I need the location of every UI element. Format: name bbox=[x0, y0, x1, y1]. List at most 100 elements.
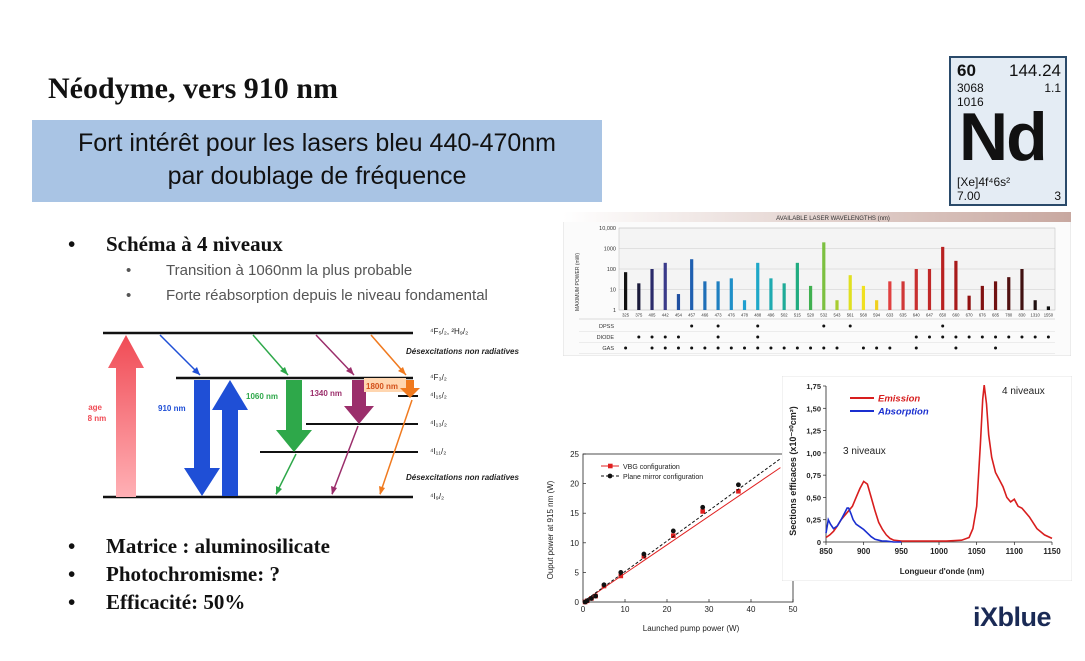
arrowhead bbox=[398, 367, 406, 375]
bar-xtick-label: 640 bbox=[913, 313, 921, 318]
bar-xtick-label: 650 bbox=[939, 313, 947, 318]
bar-xtick-label: 466 bbox=[701, 313, 709, 318]
power-legend-marker-1 bbox=[607, 473, 613, 479]
bar-row-mark bbox=[690, 324, 694, 328]
cross-chart-xlabel: Longueur d'onde (nm) bbox=[900, 567, 985, 576]
power-chart-ylabel: Ouput power at 915 nm (W) bbox=[546, 480, 555, 579]
label-4i112: ⁴I₁₁/₂ bbox=[430, 447, 446, 456]
bar-xtick-label: 635 bbox=[900, 313, 908, 318]
bar-xtick-label: 1310 bbox=[1031, 313, 1041, 318]
bar-ytick-label: 1000 bbox=[604, 247, 616, 253]
arrowhead bbox=[346, 367, 354, 375]
power-ytick-label: 0 bbox=[575, 598, 580, 607]
label-1800nm-bg bbox=[364, 378, 406, 392]
bar-xtick-label: 325 bbox=[622, 313, 630, 318]
atomic-number: 60 bbox=[957, 61, 976, 80]
bar-row-mark bbox=[1033, 335, 1037, 339]
bullet-matrix: • Matrice : aluminosilicate bbox=[68, 534, 330, 559]
bar-ytick-label: 10,000 bbox=[599, 226, 616, 232]
power-point-mirror bbox=[700, 504, 706, 510]
bar-xtick-label: 543 bbox=[834, 313, 842, 318]
sub-bullet-dot: • bbox=[126, 287, 132, 304]
nonradiative-arrow-purple-bottom bbox=[331, 425, 359, 495]
bar-473 bbox=[716, 281, 720, 310]
bullet-scheme: • Schéma à 4 niveaux bbox=[68, 232, 283, 257]
power-point-vbg bbox=[700, 509, 705, 514]
bar-325 bbox=[624, 272, 628, 310]
bar-row-mark bbox=[994, 335, 998, 339]
cross-xtick-label: 850 bbox=[819, 547, 833, 556]
bar-xtick-label: 442 bbox=[662, 313, 670, 318]
bar-row-mark bbox=[690, 346, 694, 350]
bar-594 bbox=[875, 300, 879, 310]
bar-row-mark bbox=[1007, 335, 1011, 339]
cross-ytick-label: 1,00 bbox=[806, 449, 821, 458]
power-plot-area: 0 10 20 30 40 50 0 5 10 15 20 25 VBG configuration Pl… bbox=[570, 450, 798, 614]
bar-405 bbox=[650, 269, 654, 310]
electron-configuration: [Xe]4f⁴6s² bbox=[957, 175, 1011, 189]
power-legend-label-0: VBG configuration bbox=[623, 464, 680, 471]
label-1800nm: 1800 nm bbox=[366, 382, 398, 391]
power-xtick-label: 30 bbox=[705, 605, 714, 614]
electronegativity: 1.1 bbox=[1044, 81, 1061, 95]
power-xtick-label: 0 bbox=[581, 605, 586, 614]
bar-xtick-label: 676 bbox=[979, 313, 987, 318]
bar-row-mark bbox=[875, 346, 879, 350]
bar-ytick-label: 100 bbox=[607, 267, 616, 273]
bar-row-mark bbox=[716, 346, 720, 350]
bar-row-mark bbox=[994, 346, 998, 350]
bullet-photochromism-text: Photochromisme: ? bbox=[106, 562, 280, 586]
bar-676 bbox=[980, 285, 984, 310]
bar-647 bbox=[927, 269, 932, 310]
nonradiative-arrow-green bbox=[252, 334, 289, 376]
arrow-1800nm bbox=[400, 380, 420, 398]
bar-xtick-label: 502 bbox=[781, 313, 789, 318]
bar-1310 bbox=[1033, 300, 1037, 310]
power-legend-marker-0 bbox=[608, 463, 613, 469]
sub-bullet-dot: • bbox=[126, 262, 132, 279]
bar-row-mark bbox=[743, 346, 747, 350]
bar-row-mark bbox=[1046, 335, 1050, 339]
power-point-mirror bbox=[584, 598, 590, 604]
bar-442 bbox=[663, 262, 667, 310]
arrow-910nm-up bbox=[212, 380, 248, 496]
power-ytick-label: 20 bbox=[570, 480, 579, 489]
arrow-910nm-down bbox=[184, 380, 220, 496]
label-4f52: ⁴F₅/₂, ²H₉/₂ bbox=[430, 327, 468, 336]
cross-legend-label-emission: Emission bbox=[878, 394, 920, 405]
subtitle-box: Fort intérêt pour les lasers bleu 440-47… bbox=[32, 120, 602, 202]
bar-row-mark bbox=[729, 346, 733, 350]
cross-plot-area: 850 900 950 1000 1050 1100 1150 0 0,25 0,50 0,75 1,… bbox=[806, 382, 1061, 556]
sub-bullet-2-text: Forte réabsorption depuis le niveau fond… bbox=[166, 287, 488, 304]
label-1340nm: 1340 nm bbox=[310, 389, 342, 398]
cross-xtick-label: 1150 bbox=[1043, 547, 1061, 556]
power-chart-xlabel: Launched pump power (W) bbox=[643, 624, 740, 633]
nonradiative-arrow-green-bottom bbox=[275, 453, 297, 495]
cross-ytick-label: 1,75 bbox=[806, 382, 821, 391]
bar-row-mark bbox=[888, 346, 892, 350]
bar-685 bbox=[993, 281, 998, 310]
power-point-mirror bbox=[593, 593, 598, 599]
bar-row-mark bbox=[861, 346, 865, 350]
pump-label-2: à 808 nm bbox=[88, 414, 106, 423]
cross-ytick-label: 0,75 bbox=[806, 471, 821, 480]
arrowhead bbox=[379, 486, 385, 495]
cross-legend-label-absorption: Absorption bbox=[877, 407, 929, 418]
nonradiative-label-top: Désexcitations non radiatives bbox=[406, 347, 519, 356]
bar-561 bbox=[848, 275, 852, 310]
bar-xtick-label: 520 bbox=[807, 313, 815, 318]
cross-xtick-label: 1000 bbox=[930, 547, 948, 556]
bar-650 bbox=[941, 246, 945, 310]
bullet-dot: • bbox=[68, 232, 76, 256]
bar-543 bbox=[835, 300, 839, 310]
arrow-1340nm bbox=[344, 380, 374, 424]
bar-row-mark bbox=[1020, 335, 1024, 339]
bar-502 bbox=[782, 283, 786, 310]
bullet-efficiency: • Efficacité: 50% bbox=[68, 590, 245, 615]
chart-header-band bbox=[563, 212, 1071, 222]
bar-row-mark bbox=[954, 335, 958, 339]
label-1060nm: 1060 nm bbox=[246, 392, 278, 401]
bar-plot-area: 10,000 1000 100 10 1 325 375 405 442 454 457 466 473… bbox=[579, 226, 1056, 354]
bar-660 bbox=[954, 260, 958, 310]
bar-row-label-dpss: DPSS bbox=[599, 324, 614, 330]
